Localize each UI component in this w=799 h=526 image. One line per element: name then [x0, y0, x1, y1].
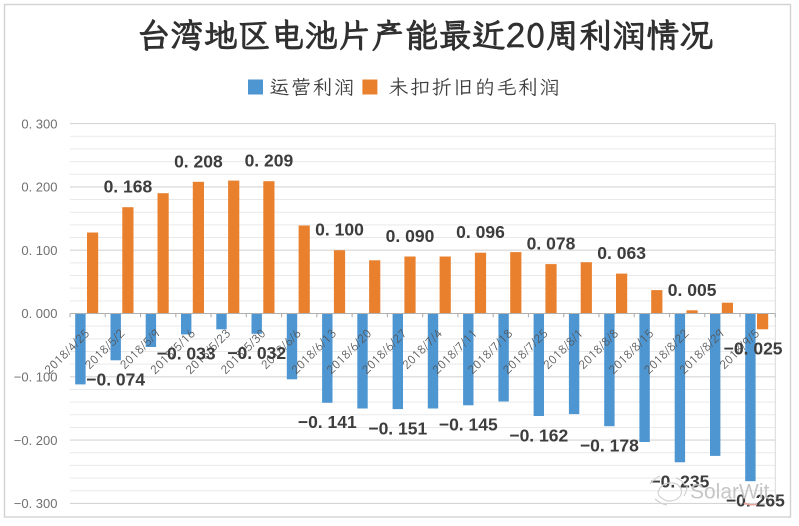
svg-text:0. 096: 0. 096 [456, 222, 505, 242]
svg-text:0. 168: 0. 168 [104, 177, 153, 197]
svg-text:−0. 074: −0. 074 [86, 370, 145, 390]
svg-text:0. 208: 0. 208 [174, 151, 223, 171]
svg-text:−0. 162: −0. 162 [509, 425, 568, 445]
svg-text:0. 200: 0. 200 [21, 180, 57, 195]
svg-text:0. 090: 0. 090 [386, 226, 435, 246]
svg-text:−0. 265: −0. 265 [726, 491, 785, 511]
svg-text:0. 100: 0. 100 [315, 220, 364, 240]
svg-text:−0. 235: −0. 235 [650, 472, 709, 492]
svg-text:−0. 151: −0. 151 [368, 418, 427, 438]
svg-text:0. 005: 0. 005 [668, 280, 717, 300]
svg-text:−0. 025: −0. 025 [724, 339, 783, 359]
svg-text:−0. 032: −0. 032 [227, 343, 286, 363]
svg-text:−0. 033: −0. 033 [157, 344, 216, 364]
svg-text:0. 000: 0. 000 [21, 306, 57, 321]
svg-text:−0. 300: −0. 300 [14, 496, 58, 511]
svg-text:0. 078: 0. 078 [527, 234, 576, 254]
svg-text:SolarWit: SolarWit [690, 481, 770, 504]
svg-text:0. 100: 0. 100 [21, 243, 57, 258]
svg-text:−0. 141: −0. 141 [298, 412, 357, 432]
svg-text:−0. 100: −0. 100 [14, 370, 58, 385]
svg-text:−0. 145: −0. 145 [439, 415, 498, 435]
svg-text:0. 209: 0. 209 [245, 151, 294, 171]
svg-text:−0. 178: −0. 178 [580, 436, 639, 456]
svg-text:0. 063: 0. 063 [597, 243, 646, 263]
svg-text:−0. 200: −0. 200 [14, 433, 58, 448]
svg-text:0. 300: 0. 300 [21, 116, 57, 131]
